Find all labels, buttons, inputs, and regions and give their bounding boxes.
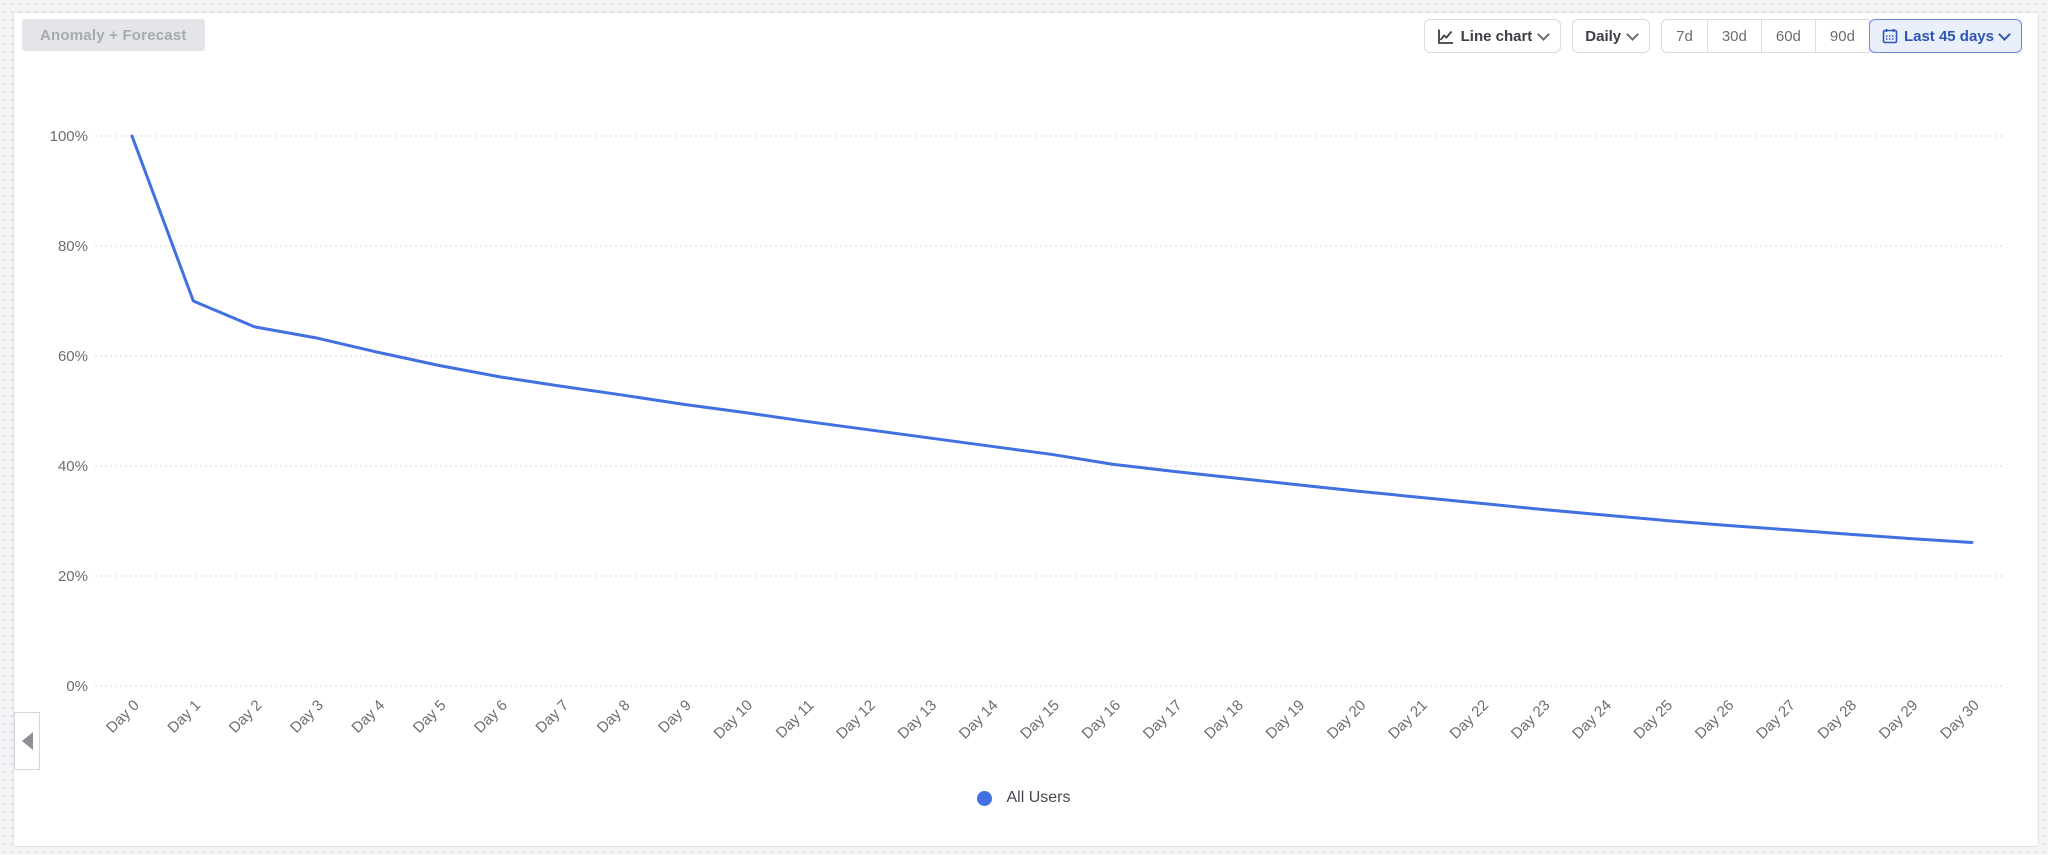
chart-toolbar: Line chart Daily 7d 30d 60d 90d Last 45 … [1423,19,2022,53]
legend-series-dot [977,790,993,806]
chevron-down-icon [1537,27,1551,41]
x-axis-tick-label: Day 15 [1017,697,1063,743]
x-axis-tick-label: Day 23 [1508,697,1554,743]
date-range-segmented-control: 7d 30d 60d 90d Last 45 days [1661,19,2022,53]
x-axis-tick-label: Day 14 [956,697,1002,743]
x-axis-tick-label: Day 11 [773,697,818,742]
y-axis-tick-label: 40% [58,458,88,475]
x-axis-tick-label: Day 19 [1263,697,1309,743]
x-axis-tick-label: Day 20 [1324,697,1370,743]
range-60d-button[interactable]: 60d [1760,19,1816,53]
chart-type-dropdown[interactable]: Line chart [1423,19,1562,53]
x-axis-tick-label: Day 29 [1876,697,1922,743]
chart-card [13,12,2039,847]
legend-item-all-users[interactable]: All Users [977,789,1071,807]
range-30d-button[interactable]: 30d [1706,19,1762,53]
range-90d-button[interactable]: 90d [1814,19,1870,53]
x-axis-tick-label: Day 27 [1753,697,1799,743]
y-axis-tick-label: 0% [66,678,88,695]
chevron-down-icon [1998,27,2011,41]
y-axis-tick-label: 60% [58,348,88,365]
range-7d-button[interactable]: 7d [1661,19,1708,53]
x-axis-tick-label: Day 17 [1140,697,1186,743]
x-axis-tick-label: Day 1 [164,697,204,737]
x-axis-tick-label: Day 28 [1815,697,1861,743]
chart-type-label: Line chart [1460,27,1533,45]
interval-dropdown[interactable]: Daily [1572,19,1651,53]
x-axis-tick-label: Day 26 [1692,697,1738,743]
x-axis-tick-label: Day 7 [532,697,572,737]
x-axis-tick-label: Day 4 [348,697,388,737]
collapse-panel-handle[interactable] [14,712,40,770]
chart-legend: All Users [0,789,2048,807]
x-axis-tick-label: Day 3 [287,697,327,737]
date-range-label: Last 45 days [1903,27,1994,45]
x-axis-tick-label: Day 12 [833,697,879,743]
legend-series-label: All Users [1006,789,1071,806]
calendar-icon [1882,29,1898,44]
x-axis-tick-label: Day 9 [655,697,695,737]
x-axis-tick-label: Day 30 [1937,697,1983,743]
date-range-dropdown[interactable]: Last 45 days [1868,19,2022,53]
y-axis-tick-label: 100% [50,128,88,145]
x-axis-tick-label: Day 22 [1447,697,1493,743]
x-axis-tick-label: Day 5 [410,697,450,737]
x-axis-tick-label: Day 24 [1569,697,1615,743]
y-axis-tick-label: 80% [58,238,88,255]
x-axis-tick-label: Day 18 [1201,697,1247,743]
interval-label: Daily [1585,27,1622,45]
y-axis-tick-label: 20% [58,568,88,585]
chevron-down-icon [1626,27,1640,41]
x-axis-tick-label: Day 16 [1079,697,1125,743]
retention-series-line [130,134,1974,544]
x-axis-tick-label: Day 13 [895,697,941,743]
x-axis-tick-label: Day 25 [1631,697,1677,743]
x-axis-tick-label: Day 10 [711,697,757,743]
anomaly-forecast-button[interactable]: Anomaly + Forecast [22,19,205,51]
x-axis-tick-label: Day 2 [226,697,266,737]
x-axis-tick-label: Day 8 [594,697,634,737]
triangle-left-icon [21,732,33,750]
x-axis-tick-label: Day 6 [471,697,511,737]
x-axis-tick-label: Day 0 [103,697,143,737]
x-axis-tick-label: Day 21 [1385,697,1431,743]
line-chart-icon [1437,29,1453,44]
